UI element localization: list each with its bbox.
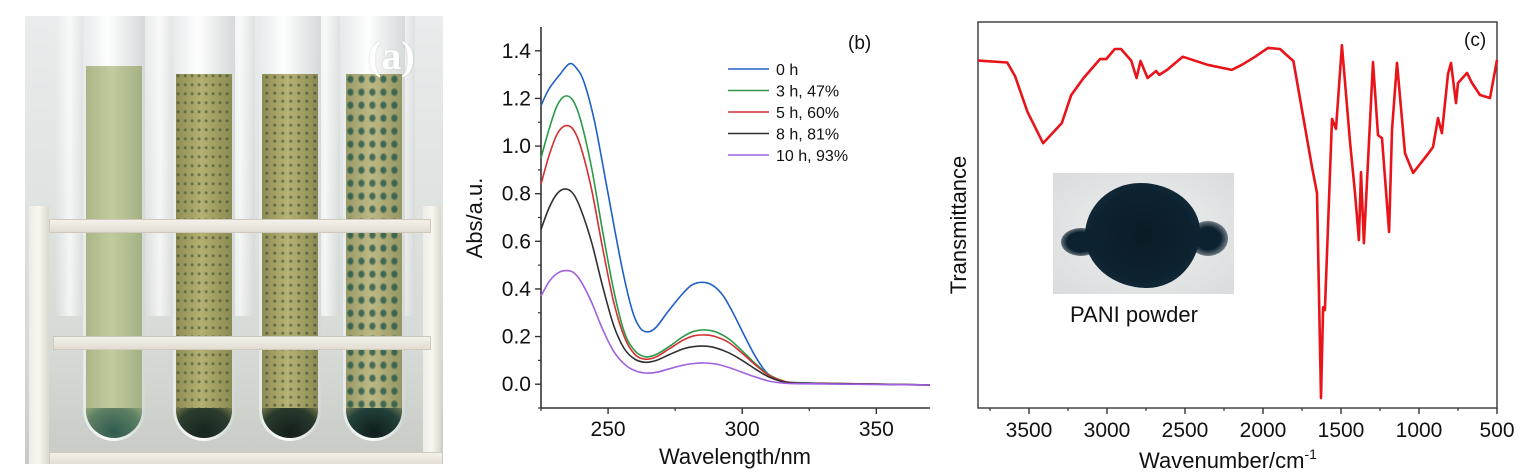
ftir-curve xyxy=(977,43,1499,400)
test-tubes-photo: (a) xyxy=(25,16,443,464)
x-axis-title-b: Wavelength/nm xyxy=(659,444,811,469)
y-tick-label-b: 0.8 xyxy=(502,183,531,206)
y-tick-label-b: 0.4 xyxy=(502,278,532,301)
uv-curve-10h xyxy=(540,269,931,386)
y-axis-title-c: Transmittance xyxy=(946,156,971,295)
x-axis-title-c-text: Wavenumber/cm xyxy=(1139,448,1304,473)
x-tick-label-c: 2000 xyxy=(1240,419,1287,442)
uv-vis-curves xyxy=(540,62,931,386)
x-tick-label-c: 3500 xyxy=(1006,419,1053,442)
tube-liquid xyxy=(262,74,318,438)
background-tube xyxy=(145,16,175,316)
panel-label-a: (a) xyxy=(368,33,415,78)
rack-post-left xyxy=(29,206,49,464)
ftir-curves xyxy=(977,43,1499,400)
y-tick-label-b: 1.2 xyxy=(502,87,531,110)
plot-frame-c xyxy=(977,21,1498,409)
x-axis-title-c-superscript: -1 xyxy=(1305,446,1318,462)
tube-liquid xyxy=(176,74,232,438)
rack-upper-bar xyxy=(49,219,431,233)
panel-label-c: (c) xyxy=(1464,30,1486,51)
y-tick-label-b: 1.4 xyxy=(502,40,532,63)
x-tick-label-c: 2500 xyxy=(1162,419,1209,442)
powder-fleck xyxy=(1188,221,1228,256)
ftir-axes: 3500 3000 2500 2000 1500 1000 500 xyxy=(977,21,1515,442)
y-axis-title-b: Abs/a.u. xyxy=(462,178,487,259)
legend-label: 3 h, 47% xyxy=(776,84,839,101)
x-axis-title-c: Wavenumber/cm-1 xyxy=(1139,446,1317,473)
powder-fleck xyxy=(1061,228,1101,256)
uv-vis-axes: 0.0 0.2 0.4 0.6 0.8 1.0 1.2 1.4 250 300 350 xyxy=(502,27,930,441)
tube-liquid xyxy=(346,74,402,438)
rack-lower-bar xyxy=(53,336,431,350)
legend-label: 0 h xyxy=(776,62,798,79)
uv-vis-legend: 0 h 3 h, 47% 5 h, 60% 8 h, 81% 10 h, 93% xyxy=(728,62,848,165)
y-tick-label-b: 0.2 xyxy=(502,326,531,349)
x-tick-label-b: 300 xyxy=(725,418,760,441)
legend-label: 5 h, 60% xyxy=(776,105,839,122)
inset-caption: PANI powder xyxy=(1070,302,1198,327)
legend-label: 8 h, 81% xyxy=(776,127,839,144)
x-tick-label-c: 500 xyxy=(1479,419,1514,442)
uv-curve-8h xyxy=(540,188,931,386)
x-tick-label-b: 250 xyxy=(591,418,626,441)
x-tick-label-c: 3000 xyxy=(1084,419,1131,442)
uv-curve-5h xyxy=(540,124,931,386)
pani-powder-photo xyxy=(1053,173,1234,294)
legend-label: 10 h, 93% xyxy=(776,148,848,165)
x-tick-label-b: 350 xyxy=(859,418,894,441)
panel-label-b: (b) xyxy=(848,33,871,54)
tube-liquid xyxy=(86,66,142,438)
y-tick-label-b: 0.6 xyxy=(502,230,531,253)
powder-pile xyxy=(1085,183,1200,288)
y-tick-label-b: 0.0 xyxy=(502,373,531,396)
x-tick-label-c: 1000 xyxy=(1396,419,1443,442)
y-tick-label-b: 1.0 xyxy=(502,135,531,158)
background-tube xyxy=(55,16,85,316)
rack-post-right xyxy=(423,206,441,464)
rack-base xyxy=(49,452,443,464)
x-tick-label-c: 1500 xyxy=(1318,419,1365,442)
